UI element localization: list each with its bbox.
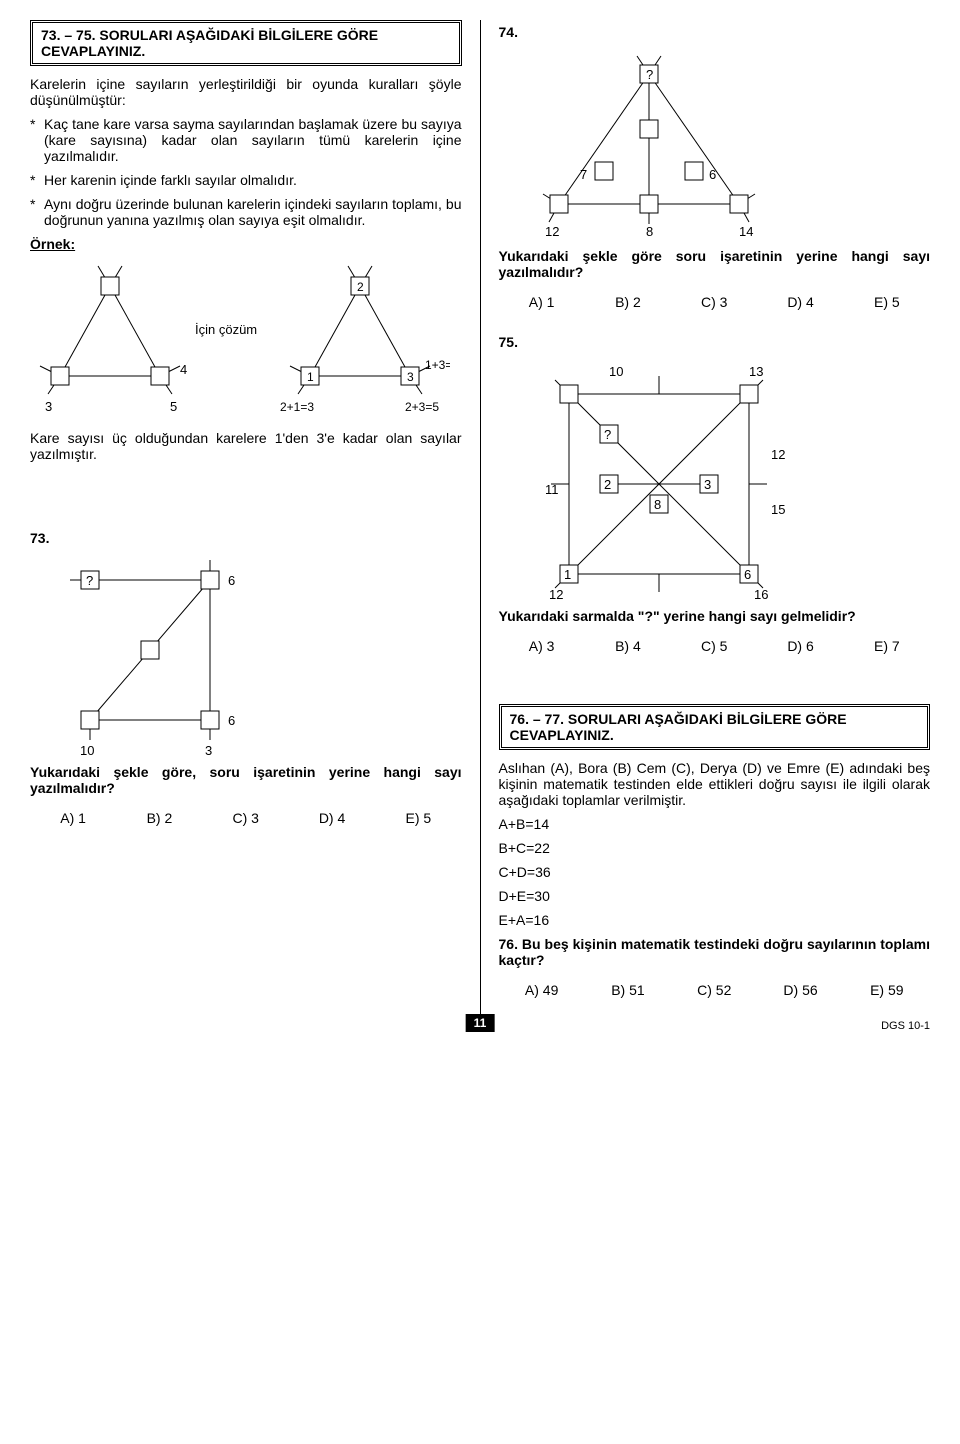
bullet-1: Kaç tane kare varsa sayma sayılarından b… [30,116,462,164]
svg-text:12: 12 [545,224,559,239]
column-separator [480,20,481,1018]
q76-ans-e: E) 59 [844,982,930,998]
svg-text:3: 3 [704,477,711,492]
q75-ans-d: D) 6 [757,638,843,654]
q73-ans-d: D) 4 [289,810,375,826]
page: 73. – 75. SORULARI AŞAĞIDAKİ BİLGİLERE G… [30,20,930,1018]
bullet-2: Her karenin içinde farklı sayılar olmalı… [30,172,462,188]
q74-ans-e: E) 5 [844,294,930,310]
header-box-73-75: 73. – 75. SORULARI AŞAĞIDAKİ BİLGİLERE G… [30,20,462,66]
page-number: 11 [466,1014,495,1032]
svg-text:10: 10 [609,364,623,379]
left-column: 73. – 75. SORULARI AŞAĞIDAKİ BİLGİLERE G… [30,20,462,1018]
svg-text:8: 8 [646,224,653,239]
svg-text:15: 15 [771,502,785,517]
svg-text:7: 7 [580,167,587,182]
intro-text: Karelerin içine sayıların yerleştirildiğ… [30,76,462,108]
q73-ans-a: A) 1 [30,810,116,826]
eq3: C+D=36 [499,864,931,880]
svg-text:3: 3 [205,743,212,758]
q76-ans-b: B) 51 [585,982,671,998]
q74-number: 74. [499,24,931,40]
q74-text: Yukarıdaki şekle göre soru işaretinin ye… [499,248,931,280]
svg-text:?: ? [604,427,611,442]
svg-text:4: 4 [180,362,187,377]
q73-ans-e: E) 5 [375,810,461,826]
svg-text:14: 14 [739,224,753,239]
svg-text:1: 1 [307,370,314,384]
q76-ans-c: C) 52 [671,982,757,998]
eq4: D+E=30 [499,888,931,904]
q75-text: Yukarıdaki sarmalda "?" yerine hangi say… [499,608,931,624]
q74-ans-d: D) 4 [757,294,843,310]
svg-text:2+3=5: 2+3=5 [405,400,439,414]
q76-text: 76. Bu beş kişinin matematik testindeki … [499,936,931,968]
svg-text:6: 6 [709,167,716,182]
bullet-3: Aynı doğru üzerinde bulunan karelerin iç… [30,196,462,228]
example-diagram: 4 3 5 İçin çözüm 2 1 [30,256,450,426]
q73-answers: A) 1 B) 2 C) 3 D) 4 E) 5 [30,810,462,826]
q75-ans-b: B) 4 [585,638,671,654]
svg-text:1: 1 [564,567,571,582]
svg-text:3: 3 [407,370,414,384]
q76-ans-a: A) 49 [499,982,585,998]
svg-text:?: ? [86,573,93,588]
svg-text:11: 11 [545,482,559,497]
svg-text:8: 8 [654,497,661,512]
svg-text:2: 2 [357,280,364,294]
svg-text:6: 6 [744,567,751,582]
q73-diagram: ? 6 6 10 3 [30,550,290,760]
svg-text:12: 12 [771,447,785,462]
svg-text:2: 2 [604,477,611,492]
q74-ans-b: B) 2 [585,294,671,310]
q74-ans-a: A) 1 [499,294,585,310]
svg-text:5: 5 [170,399,177,414]
q73-number: 73. [30,530,462,546]
q75-number: 75. [499,334,931,350]
q73-ans-c: C) 3 [203,810,289,826]
eq1: A+B=14 [499,816,931,832]
svg-text:İçin çözüm: İçin çözüm [195,322,257,337]
svg-text:10: 10 [80,743,94,758]
ornek-label: Örnek: [30,236,462,252]
eq5: E+A=16 [499,912,931,928]
eq2: B+C=22 [499,840,931,856]
right-column: 74. [499,20,931,1018]
svg-text:3: 3 [45,399,52,414]
q75-ans-e: E) 7 [844,638,930,654]
q74-ans-c: C) 3 [671,294,757,310]
svg-text:12: 12 [549,587,563,602]
svg-text:6: 6 [228,713,235,728]
q73-text: Yukarıdaki şekle göre, soru işaretinin y… [30,764,462,796]
q75-ans-c: C) 5 [671,638,757,654]
q76-ans-d: D) 56 [757,982,843,998]
svg-text:2+1=3: 2+1=3 [280,400,314,414]
q75-ans-a: A) 3 [499,638,585,654]
svg-text:1+3=4: 1+3=4 [425,358,450,372]
q76-intro: Aslıhan (A), Bora (B) Cem (C), Derya (D)… [499,760,931,808]
q75-diagram: ? 2 3 8 1 6 10 13 12 11 15 12 16 [499,354,819,604]
q76-answers: A) 49 B) 51 C) 52 D) 56 E) 59 [499,982,931,998]
q74-answers: A) 1 B) 2 C) 3 D) 4 E) 5 [499,294,931,310]
svg-text:?: ? [646,67,653,82]
footer-code: DGS 10-1 [881,1020,930,1032]
q74-diagram: ? 7 6 12 8 14 [499,44,799,244]
header-box-76-77: 76. – 77. SORULARI AŞAĞIDAKİ BİLGİLERE G… [499,704,931,750]
svg-text:13: 13 [749,364,763,379]
svg-text:6: 6 [228,573,235,588]
svg-text:16: 16 [754,587,768,602]
q73-ans-b: B) 2 [116,810,202,826]
example-note: Kare sayısı üç olduğundan karelere 1'den… [30,430,462,462]
q75-answers: A) 3 B) 4 C) 5 D) 6 E) 7 [499,638,931,654]
